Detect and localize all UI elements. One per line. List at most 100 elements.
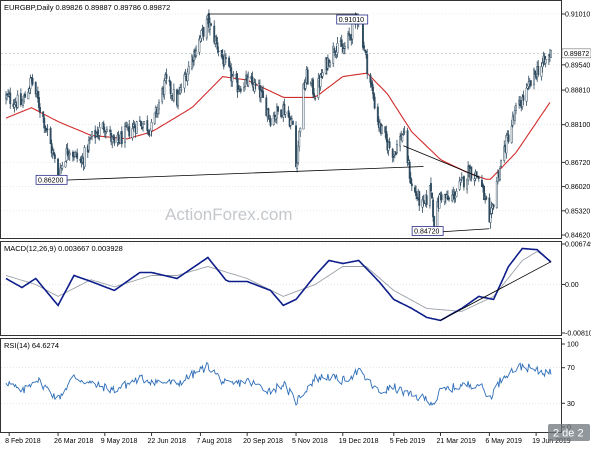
candle-body: [541, 62, 544, 68]
candles: [5, 9, 552, 232]
candle-body: [402, 133, 405, 136]
trendline: [58, 166, 424, 181]
candle-body: [147, 130, 150, 132]
candle-body: [143, 121, 146, 125]
candle-body: [406, 130, 409, 164]
macd-header: MACD(12,26,9) 0.003667 0.003928: [4, 244, 123, 253]
macd-grid: [1, 243, 561, 334]
candle-body: [483, 186, 486, 201]
candle-body: [418, 191, 421, 206]
candle-body: [396, 144, 398, 153]
candle-body: [391, 149, 394, 158]
price-tick-label: 0.86720: [565, 160, 590, 167]
candle-body: [513, 109, 516, 121]
candle-body: [52, 151, 55, 155]
candle-body: [195, 50, 198, 56]
candle-body: [298, 130, 301, 148]
price-header: EURGBP,Daily 0.89826 0.89887 0.89786 0.8…: [4, 3, 170, 12]
candle-body: [229, 65, 232, 68]
price-grid: [1, 13, 561, 236]
candle-body: [503, 146, 506, 161]
candle-body: [510, 125, 513, 143]
annotation-box: [411, 226, 444, 236]
candle-body: [430, 183, 432, 192]
price-axis: 0.91010 0.89540 0.88810 0.88100 0.86720 0.860…: [1, 12, 591, 240]
candle-body: [399, 135, 402, 147]
candle-body: [228, 57, 231, 67]
rsi-line: [5, 361, 552, 407]
candle-body: [146, 120, 149, 131]
candle-body: [470, 166, 473, 179]
candle-body: [120, 131, 123, 145]
candle-body: [495, 180, 498, 209]
candle-body: [540, 66, 543, 77]
macd-tick-label: 0.006749: [565, 242, 591, 249]
candle-body: [343, 46, 346, 49]
candle-body: [306, 69, 309, 85]
candle-body: [231, 76, 234, 82]
price-tick-label: 0.85320: [565, 208, 590, 215]
candle-body: [71, 151, 74, 157]
candle-body: [388, 141, 391, 148]
date-tick-label: 5 Feb 2019: [390, 438, 426, 445]
candle-body: [103, 130, 106, 133]
candle-body: [57, 158, 60, 176]
rsi-tick-label: 100: [567, 342, 579, 349]
candle-body: [525, 87, 528, 102]
candle-body: [438, 194, 441, 209]
candle-body: [200, 30, 203, 39]
candle-body: [401, 134, 404, 142]
price-tick-label: 0.86020: [565, 184, 590, 191]
candle-body: [135, 121, 138, 134]
candle-body: [243, 87, 245, 92]
candle-body: [269, 118, 272, 126]
candle-body: [165, 74, 168, 79]
candle-body: [376, 106, 379, 122]
candle-body: [239, 88, 242, 92]
candle-body: [284, 111, 287, 115]
candle-body: [186, 71, 189, 82]
candle-body: [351, 22, 354, 40]
candle-body: [507, 134, 510, 142]
candle-body: [267, 108, 270, 117]
candle-body: [268, 117, 271, 119]
candle-body: [43, 117, 46, 129]
candle-body: [537, 65, 540, 76]
candle-body: [142, 123, 144, 128]
candle-body: [216, 42, 219, 50]
candle-body: [158, 102, 160, 110]
candle-body: [9, 92, 12, 104]
candle-body: [24, 93, 27, 98]
candle-body: [247, 77, 250, 87]
candle-body: [432, 199, 435, 218]
price-panel-frame: [0, 0, 562, 239]
candle-body: [534, 70, 537, 75]
candle-body: [425, 195, 428, 205]
candle-body: [473, 178, 476, 181]
watermark: ActionForex.com: [165, 205, 293, 224]
candle-body: [169, 81, 172, 94]
candle-body: [466, 178, 469, 190]
trendline: [403, 145, 479, 178]
candle-body: [23, 95, 26, 102]
candle-body: [105, 129, 108, 132]
candle-body: [287, 110, 290, 118]
macd-panel-frame: [0, 241, 562, 336]
candle-body: [533, 69, 535, 85]
candle-body: [365, 50, 368, 56]
date-tick-label: 5 Nov 2018: [292, 438, 328, 445]
candle-body: [64, 161, 67, 168]
candle-body: [46, 128, 49, 131]
price-tick-label: 0.88810: [565, 88, 590, 95]
candle-body: [170, 95, 173, 97]
candle-body: [88, 138, 91, 140]
candle-body: [42, 111, 45, 118]
candle-body: [291, 120, 294, 125]
candle-body: [321, 72, 324, 77]
candle-body: [19, 93, 22, 106]
annotation-label: 0.84720: [414, 229, 439, 236]
candle-body: [373, 96, 376, 109]
candle-body: [302, 83, 305, 130]
candle-body: [329, 62, 331, 67]
candle-body: [364, 50, 367, 52]
